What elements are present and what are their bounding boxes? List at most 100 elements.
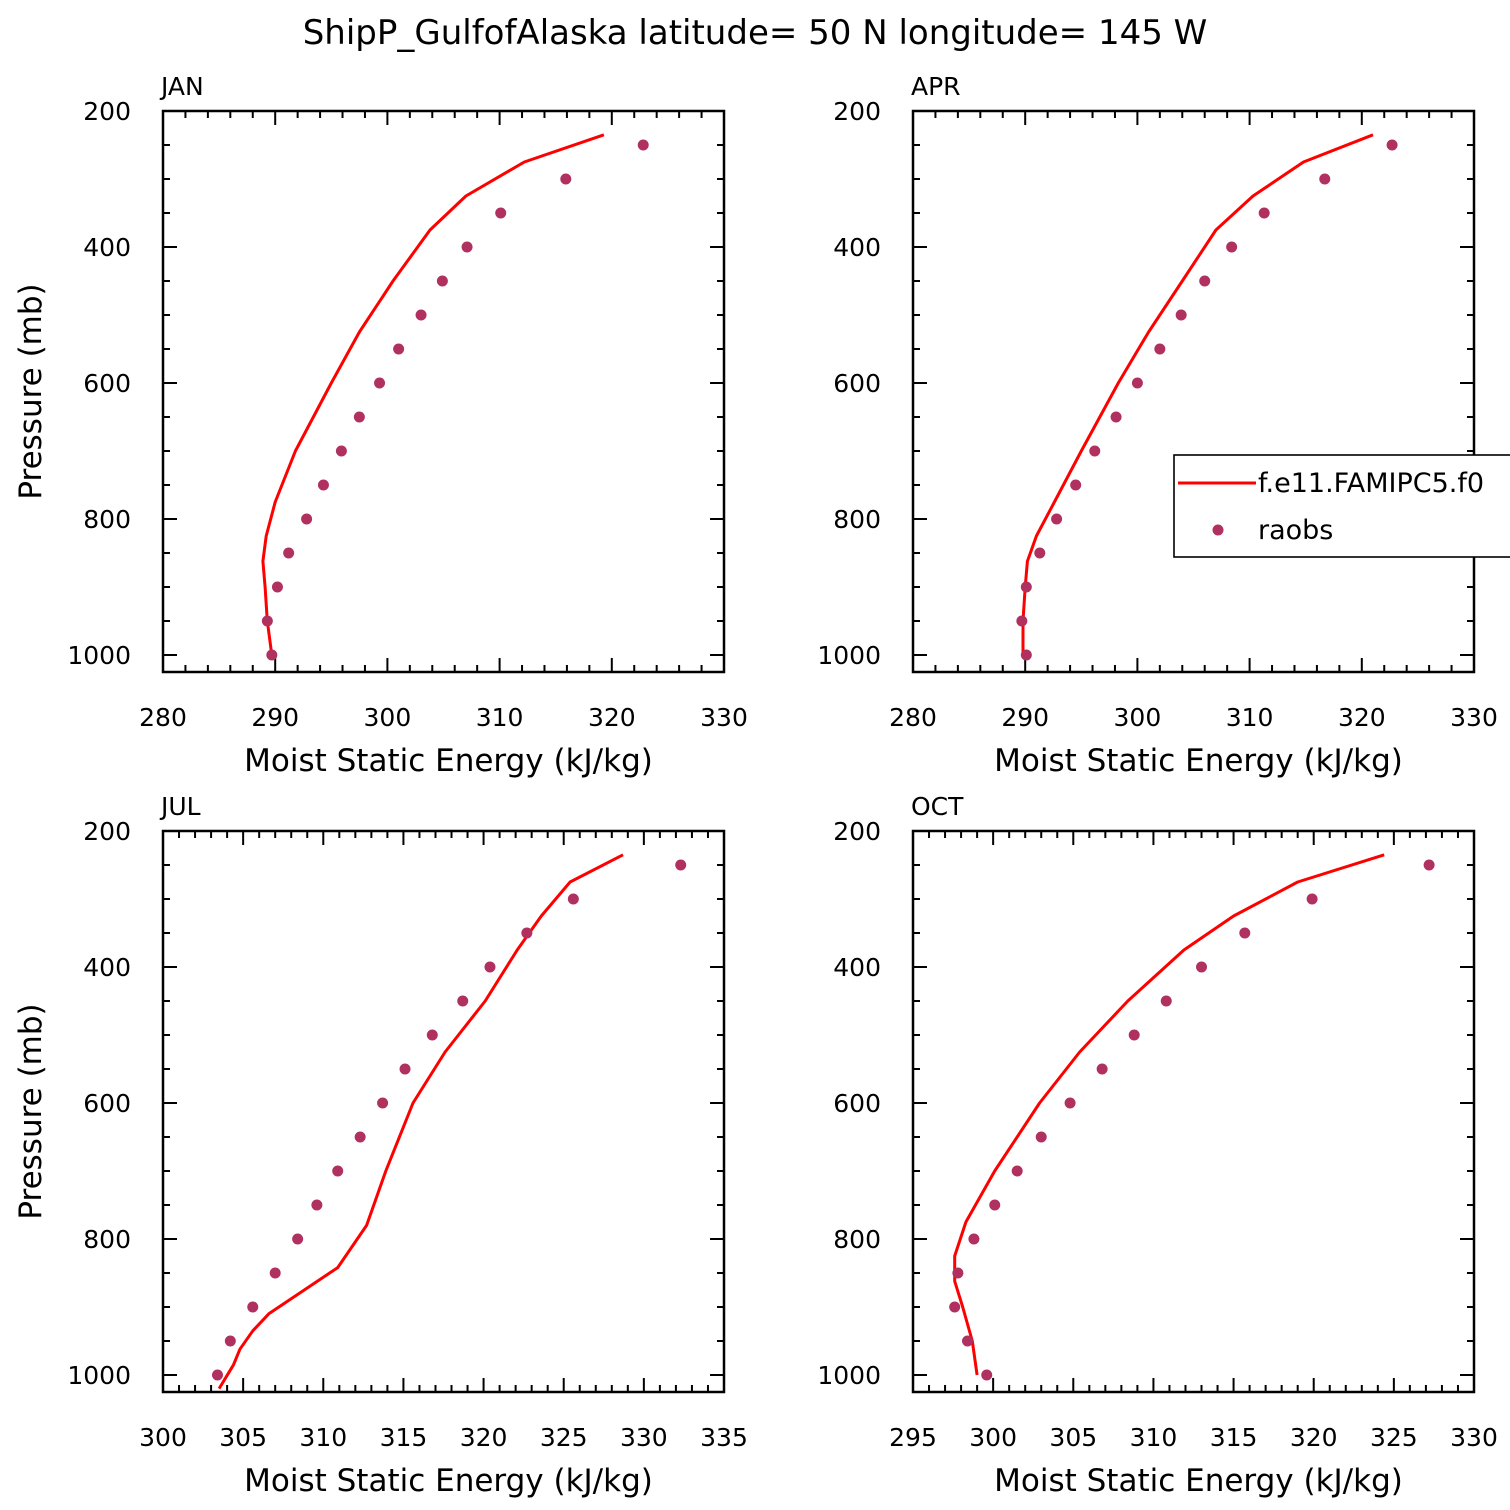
x-tick-label: 330 (620, 1423, 668, 1452)
y-tick-label: 600 (833, 1089, 881, 1118)
y-tick-label: 600 (833, 369, 881, 398)
panel-apr: APR 280 290 300 310 320 330 200 400 600 800 1000 Moi… (817, 72, 1497, 779)
raobs-point (1089, 445, 1101, 457)
raobs-point (961, 1335, 973, 1347)
raobs-point (311, 1199, 323, 1211)
raobs-point (415, 309, 427, 321)
model-line-jan (261, 133, 605, 656)
raobs-point (1199, 275, 1211, 287)
raobs-point (247, 1301, 259, 1313)
x-axis-label-apr: Moist Static Energy (kJ/kg) (994, 743, 1403, 779)
raobs-point (399, 1063, 411, 1075)
x-tick-label: 295 (889, 1423, 937, 1452)
raobs-point (1319, 173, 1331, 185)
raobs-point (1051, 513, 1063, 525)
raobs-point (461, 241, 473, 253)
x-axis-label-jul: Moist Static Energy (kJ/kg) (244, 1463, 653, 1499)
y-axis-label-jul: Pressure (mb) (13, 1003, 49, 1219)
model-line-apr (1021, 133, 1374, 655)
raobs-point (1034, 547, 1046, 559)
raobs-point (1239, 927, 1251, 939)
raobs-point (1226, 241, 1238, 253)
raobs-point (952, 1267, 964, 1279)
panel-label-jan: JAN (159, 72, 204, 101)
y-tick-label: 1000 (67, 641, 131, 670)
raobs-point (1154, 343, 1166, 355)
raobs-point (521, 927, 533, 939)
x-tick-label: 310 (476, 703, 524, 732)
raobs-point (989, 1199, 1001, 1211)
raobs-point (1020, 581, 1032, 593)
x-tick-label: 330 (700, 703, 748, 732)
y-tick-label: 1000 (67, 1361, 131, 1390)
raobs-point (1258, 207, 1270, 219)
raobs-point (567, 893, 579, 905)
panel-label-apr: APR (911, 72, 961, 101)
raobs-point (1423, 859, 1435, 871)
raobs-point (269, 1267, 281, 1279)
y-tick-label: 200 (833, 97, 881, 126)
raobs-point (1128, 1029, 1140, 1041)
plot-frame-jul (161, 829, 726, 1394)
raobs-point (457, 995, 469, 1007)
raobs-point (1110, 411, 1122, 423)
x-tick-label: 280 (139, 703, 187, 732)
raobs-point (1070, 479, 1082, 491)
x-tick-label: 280 (889, 703, 937, 732)
x-axis-label-jan: Moist Static Energy (kJ/kg) (244, 743, 653, 779)
y-tick-label: 200 (83, 817, 131, 846)
y-tick-label: 800 (83, 505, 131, 534)
raobs-point (426, 1029, 438, 1041)
panel-label-oct: OCT (911, 792, 964, 821)
x-tick-label: 290 (1001, 703, 1049, 732)
raobs-point (675, 859, 687, 871)
raobs-point (1306, 893, 1318, 905)
raobs-point (949, 1301, 961, 1313)
x-tick-label: 315 (1210, 1423, 1258, 1452)
raobs-point (1035, 1131, 1047, 1143)
y-tick-label: 400 (83, 953, 131, 982)
raobs-point (981, 1369, 993, 1381)
y-tick-label: 200 (83, 97, 131, 126)
panels: JAN 280 290 300 310 320 330 200 400 600 800 1000 Moi… (13, 72, 1498, 1499)
x-tick-label: 310 (1226, 703, 1274, 732)
raobs-point (301, 513, 313, 525)
x-tick-label: 330 (1450, 703, 1498, 732)
panel-label-jul: JUL (159, 792, 201, 821)
panel-jul: JUL 300 305 310 315 320 325 330 335 200 400 600 800 1… (13, 792, 748, 1499)
x-tick-label: 290 (251, 703, 299, 732)
panel-oct: OCT 295 300 305 310 315 320 325 330 200 400 600 800 1… (817, 792, 1497, 1499)
x-axis-label-oct: Moist Static Energy (kJ/kg) (994, 1463, 1403, 1499)
raobs-point (393, 343, 405, 355)
y-tick-label: 400 (83, 233, 131, 262)
plot-frame-oct (911, 829, 1476, 1394)
plot-frame-apr (911, 109, 1476, 674)
raobs-point (1131, 377, 1143, 389)
x-tick-label: 305 (1049, 1423, 1097, 1452)
raobs-point (560, 173, 572, 185)
raobs-point (1386, 139, 1398, 151)
raobs-point (332, 1165, 344, 1177)
y-tick-label: 800 (83, 1225, 131, 1254)
y-tick-label: 400 (833, 233, 881, 262)
raobs-point (354, 1131, 366, 1143)
x-tick-label: 335 (700, 1423, 748, 1452)
raobs-point (484, 961, 496, 973)
figure-title: ShipP_GulfofAlaska latitude= 50 N longit… (303, 13, 1208, 53)
legend-raobs-label: raobs (1258, 515, 1333, 546)
y-tick-label: 600 (83, 369, 131, 398)
x-tick-label: 330 (1450, 1423, 1498, 1452)
raobs-point (968, 1233, 980, 1245)
raobs-point (637, 139, 649, 151)
raobs-point (292, 1233, 304, 1245)
x-tick-label: 300 (1114, 703, 1162, 732)
raobs-point (224, 1335, 236, 1347)
y-tick-label: 800 (833, 1225, 881, 1254)
y-axis-label-jan: Pressure (mb) (13, 283, 49, 499)
x-tick-label: 325 (540, 1423, 588, 1452)
x-tick-label: 310 (299, 1423, 347, 1452)
raobs-point (1175, 309, 1187, 321)
raobs-point (283, 547, 295, 559)
plot-frame-jan (161, 109, 726, 674)
